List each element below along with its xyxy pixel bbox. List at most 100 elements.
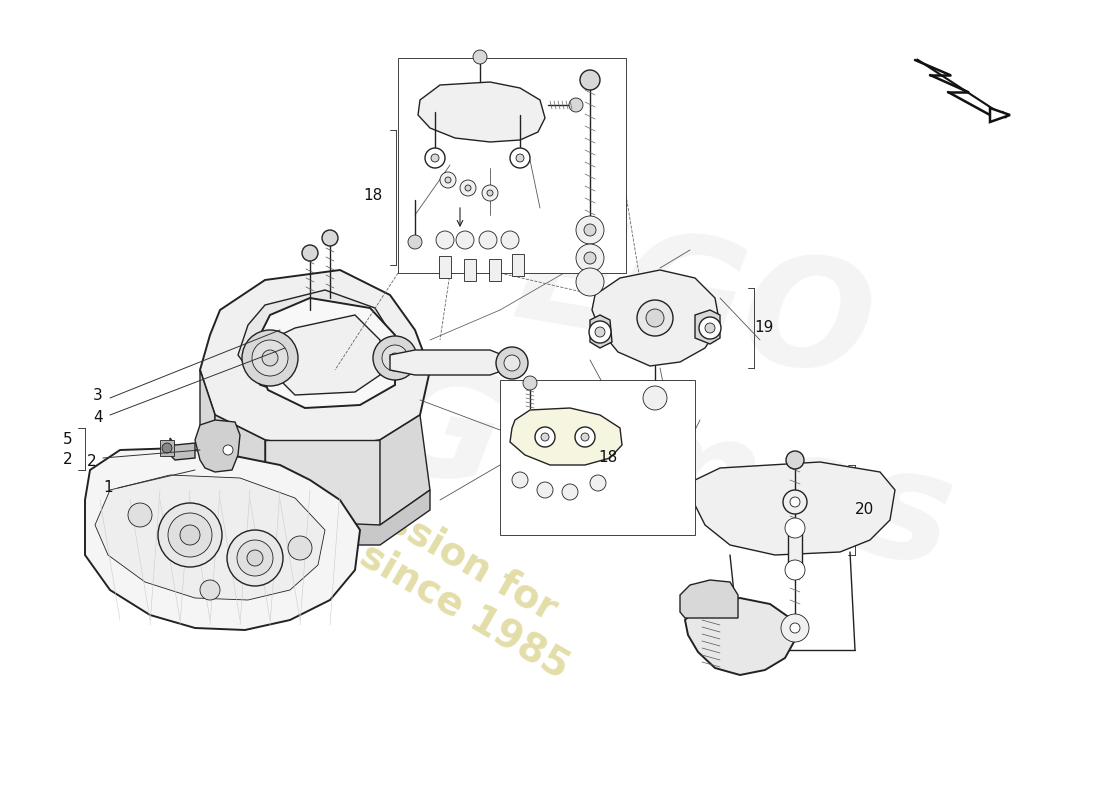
Polygon shape bbox=[214, 490, 430, 545]
Polygon shape bbox=[170, 438, 195, 460]
Circle shape bbox=[504, 355, 520, 371]
Circle shape bbox=[576, 216, 604, 244]
Circle shape bbox=[790, 623, 800, 633]
Polygon shape bbox=[95, 475, 324, 600]
Circle shape bbox=[408, 235, 422, 249]
Circle shape bbox=[584, 224, 596, 236]
Circle shape bbox=[425, 148, 446, 168]
Circle shape bbox=[637, 300, 673, 336]
Circle shape bbox=[790, 497, 800, 507]
Polygon shape bbox=[695, 462, 895, 555]
Circle shape bbox=[168, 513, 212, 557]
Circle shape bbox=[242, 330, 298, 386]
Text: 2: 2 bbox=[63, 453, 73, 467]
Circle shape bbox=[537, 482, 553, 498]
Circle shape bbox=[522, 376, 537, 390]
Bar bbox=[512, 254, 524, 276]
Circle shape bbox=[516, 154, 524, 162]
Polygon shape bbox=[510, 408, 622, 465]
Polygon shape bbox=[390, 350, 510, 375]
Polygon shape bbox=[695, 310, 721, 344]
Circle shape bbox=[581, 433, 589, 441]
Circle shape bbox=[646, 309, 664, 327]
Circle shape bbox=[698, 317, 720, 339]
Circle shape bbox=[785, 518, 805, 538]
Polygon shape bbox=[265, 440, 379, 525]
Bar bbox=[398, 58, 626, 273]
Polygon shape bbox=[200, 370, 214, 490]
Text: 2: 2 bbox=[87, 454, 97, 470]
Circle shape bbox=[535, 427, 556, 447]
Circle shape bbox=[541, 433, 549, 441]
Polygon shape bbox=[200, 270, 430, 450]
Circle shape bbox=[500, 231, 519, 249]
Circle shape bbox=[595, 327, 605, 337]
Circle shape bbox=[382, 345, 408, 371]
Circle shape bbox=[512, 472, 528, 488]
Polygon shape bbox=[85, 448, 360, 630]
Circle shape bbox=[431, 154, 439, 162]
Text: 4: 4 bbox=[94, 410, 102, 426]
Circle shape bbox=[473, 50, 487, 64]
Circle shape bbox=[162, 443, 172, 453]
Circle shape bbox=[252, 340, 288, 376]
Text: 18: 18 bbox=[598, 450, 617, 466]
Bar bbox=[160, 440, 174, 456]
Circle shape bbox=[482, 185, 498, 201]
Text: 5: 5 bbox=[63, 433, 73, 447]
Circle shape bbox=[786, 451, 804, 469]
Circle shape bbox=[576, 268, 604, 296]
Circle shape bbox=[128, 503, 152, 527]
Polygon shape bbox=[379, 415, 430, 525]
Polygon shape bbox=[592, 270, 720, 366]
Circle shape bbox=[588, 321, 610, 343]
Circle shape bbox=[465, 185, 471, 191]
Circle shape bbox=[390, 353, 400, 363]
Bar bbox=[490, 259, 500, 281]
Circle shape bbox=[446, 177, 451, 183]
Polygon shape bbox=[195, 420, 240, 472]
Polygon shape bbox=[990, 108, 1010, 122]
Circle shape bbox=[580, 70, 600, 90]
Polygon shape bbox=[418, 82, 544, 142]
Circle shape bbox=[440, 172, 456, 188]
Polygon shape bbox=[255, 298, 395, 408]
Text: 19: 19 bbox=[755, 321, 773, 335]
Polygon shape bbox=[685, 598, 795, 675]
Circle shape bbox=[785, 560, 805, 580]
Circle shape bbox=[460, 180, 476, 196]
Bar bbox=[464, 259, 476, 281]
Circle shape bbox=[781, 614, 808, 642]
Circle shape bbox=[302, 245, 318, 261]
Circle shape bbox=[373, 336, 417, 380]
Text: EGO
Games: EGO Games bbox=[365, 181, 994, 599]
Text: 20: 20 bbox=[855, 502, 873, 518]
Circle shape bbox=[478, 231, 497, 249]
Text: 1: 1 bbox=[103, 481, 113, 495]
Text: 18: 18 bbox=[363, 187, 383, 202]
Circle shape bbox=[158, 503, 222, 567]
Circle shape bbox=[569, 98, 583, 112]
Bar bbox=[500, 380, 695, 535]
Polygon shape bbox=[214, 415, 265, 520]
Bar bbox=[788, 530, 802, 570]
Text: a passion for
parts since 1985: a passion for parts since 1985 bbox=[242, 434, 597, 686]
Circle shape bbox=[783, 490, 807, 514]
Circle shape bbox=[236, 540, 273, 576]
Polygon shape bbox=[590, 315, 612, 348]
Circle shape bbox=[248, 550, 263, 566]
Circle shape bbox=[180, 525, 200, 545]
Circle shape bbox=[496, 347, 528, 379]
Circle shape bbox=[262, 350, 278, 366]
Circle shape bbox=[436, 231, 454, 249]
Polygon shape bbox=[680, 580, 738, 618]
Circle shape bbox=[200, 580, 220, 600]
Circle shape bbox=[510, 148, 530, 168]
Circle shape bbox=[575, 427, 595, 447]
Circle shape bbox=[644, 386, 667, 410]
Circle shape bbox=[590, 475, 606, 491]
Circle shape bbox=[584, 252, 596, 264]
Circle shape bbox=[562, 484, 578, 500]
Circle shape bbox=[227, 530, 283, 586]
Polygon shape bbox=[238, 290, 395, 400]
